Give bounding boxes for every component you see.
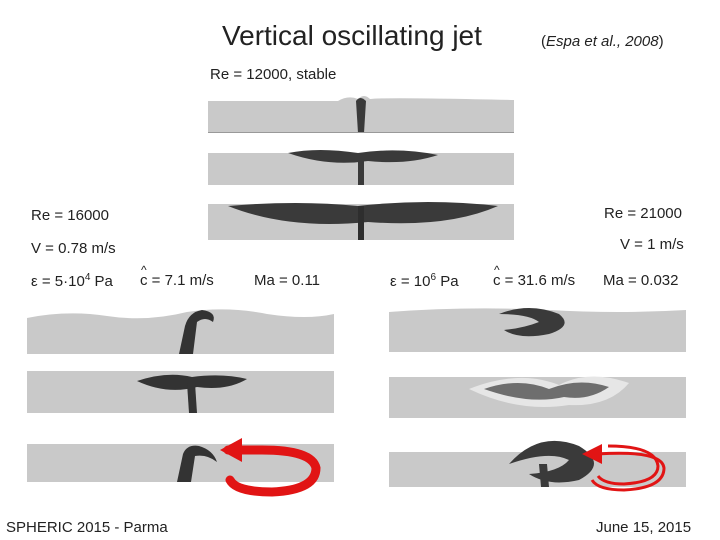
slide-title: Vertical oscillating jet bbox=[222, 20, 482, 51]
stable-snapshot-3 bbox=[208, 192, 514, 240]
left-snapshot-3 bbox=[27, 424, 334, 482]
left-snapshot-2 bbox=[27, 361, 334, 413]
right-epsilon-label: ε = 106 Pa bbox=[390, 272, 459, 290]
right-sound-speed-label: c = 31.6 m/s bbox=[493, 263, 575, 289]
left-velocity-label: V = 0.78 m/s bbox=[31, 240, 116, 257]
left-snapshot-1 bbox=[27, 300, 334, 354]
right-snapshot-1 bbox=[389, 300, 686, 352]
left-epsilon-label: ε = 5·104 Pa bbox=[31, 272, 113, 290]
rotation-arrow-left-icon bbox=[220, 438, 321, 497]
right-snapshot-2 bbox=[389, 361, 686, 418]
footer-date: June 15, 2015 bbox=[596, 519, 692, 536]
right-mach-label: Ma = 0.032 bbox=[603, 272, 679, 289]
citation: (Espa et al., 2008) bbox=[541, 33, 664, 50]
left-sound-speed-label: c = 7.1 m/s bbox=[140, 263, 214, 289]
rotation-arrow-right-icon bbox=[582, 444, 666, 492]
top-case-label: Re = 12000, stable bbox=[210, 66, 337, 83]
right-reynolds-label: Re = 21000 bbox=[604, 205, 682, 222]
right-snapshot-3 bbox=[389, 424, 686, 487]
left-reynolds-label: Re = 16000 bbox=[31, 207, 109, 224]
left-mach-label: Ma = 0.11 bbox=[254, 272, 321, 289]
stable-snapshot-2 bbox=[208, 139, 514, 185]
right-velocity-label: V = 1 m/s bbox=[620, 236, 684, 253]
footer-left-text: SPHERIC 2015 - Parma bbox=[6, 519, 168, 536]
stable-snapshot-1 bbox=[208, 89, 514, 133]
